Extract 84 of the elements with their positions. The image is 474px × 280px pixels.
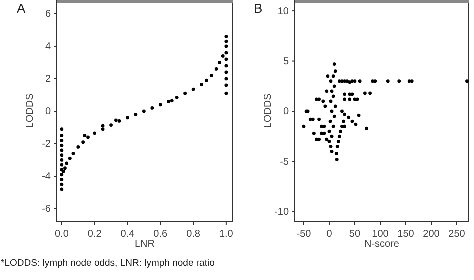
- point: [60, 182, 64, 186]
- y-tick-label: 2: [45, 74, 52, 86]
- y-tick-label: -10: [274, 207, 290, 218]
- point: [192, 88, 196, 92]
- point: [170, 99, 174, 103]
- point: [118, 120, 122, 123]
- y-tick-label: 4: [45, 42, 52, 53]
- point: [76, 146, 80, 149]
- point: [224, 51, 228, 55]
- point: [126, 116, 130, 120]
- point: [167, 100, 171, 104]
- x-tick-label: 1.0: [219, 229, 234, 240]
- chart-title: A: [17, 1, 26, 16]
- point: [110, 124, 113, 127]
- y-tick-label: 5: [283, 56, 290, 68]
- point: [158, 103, 162, 107]
- point: [224, 70, 228, 74]
- point: [60, 148, 64, 152]
- point: [82, 140, 86, 144]
- x-tick-label: 150: [398, 229, 415, 240]
- x-tick-label: 50: [349, 229, 361, 240]
- x-tick-label: 250: [448, 229, 466, 240]
- point: [65, 162, 69, 166]
- point: [224, 58, 228, 62]
- y-tick-label: -5: [280, 156, 290, 168]
- point: [204, 78, 208, 82]
- point: [83, 134, 87, 138]
- point: [101, 124, 105, 128]
- point: [224, 44, 228, 48]
- y-tick-label: 6: [45, 9, 52, 20]
- point: [224, 77, 228, 81]
- point: [60, 134, 64, 138]
- y-axis-title: LODDS: [263, 93, 274, 128]
- point: [224, 40, 228, 44]
- point: [60, 128, 64, 132]
- x-tick-label: 0: [326, 229, 333, 240]
- point: [60, 158, 64, 162]
- text: *LODDS: lymph node odds, LNR: lymph node ratio: [1, 258, 215, 269]
- point: [224, 35, 228, 38]
- x-tick-label: 100: [372, 229, 390, 240]
- point: [60, 144, 64, 148]
- y-axis-title: LODDS: [25, 93, 36, 128]
- point: [184, 92, 187, 96]
- point: [175, 96, 179, 100]
- point: [224, 64, 228, 68]
- point: [214, 68, 218, 71]
- y-tick-label: -6: [42, 204, 52, 216]
- x-tick-label: 0.2: [88, 229, 102, 240]
- point: [142, 110, 146, 114]
- point: [93, 132, 97, 136]
- x-tick-label: -50: [296, 229, 312, 240]
- point: [60, 154, 64, 158]
- point: [210, 74, 214, 78]
- y-tick-label: -2: [42, 139, 52, 150]
- x-tick-label: 0.8: [186, 229, 201, 240]
- y-tick-label: 10: [278, 6, 290, 18]
- point: [86, 136, 90, 140]
- point: [200, 82, 204, 86]
- point: [60, 139, 64, 142]
- y-tick-label: 0: [283, 106, 290, 118]
- x-axis-title: N-score: [364, 239, 400, 250]
- x-axis-title: LNR: [134, 239, 156, 250]
- point: [60, 163, 64, 167]
- x-tick-label: 0.6: [154, 229, 168, 240]
- y-tick-label: 0: [45, 106, 52, 118]
- point: [68, 156, 72, 160]
- point: [224, 84, 228, 88]
- x-tick-label: 200: [423, 229, 440, 240]
- point: [134, 113, 138, 116]
- chart-title: B: [254, 1, 263, 16]
- point: [64, 166, 67, 170]
- point: [60, 173, 64, 177]
- point: [150, 106, 154, 110]
- y-tick-label: -4: [42, 172, 52, 183]
- point: [72, 152, 76, 156]
- point: [221, 54, 225, 58]
- point: [114, 118, 118, 122]
- x-tick-label: 0.0: [54, 229, 70, 240]
- x-tick-label: 0.4: [120, 229, 136, 240]
- point: [218, 61, 222, 64]
- point: [60, 188, 64, 192]
- point: [224, 92, 228, 96]
- point: [101, 128, 105, 132]
- point: [60, 178, 64, 182]
